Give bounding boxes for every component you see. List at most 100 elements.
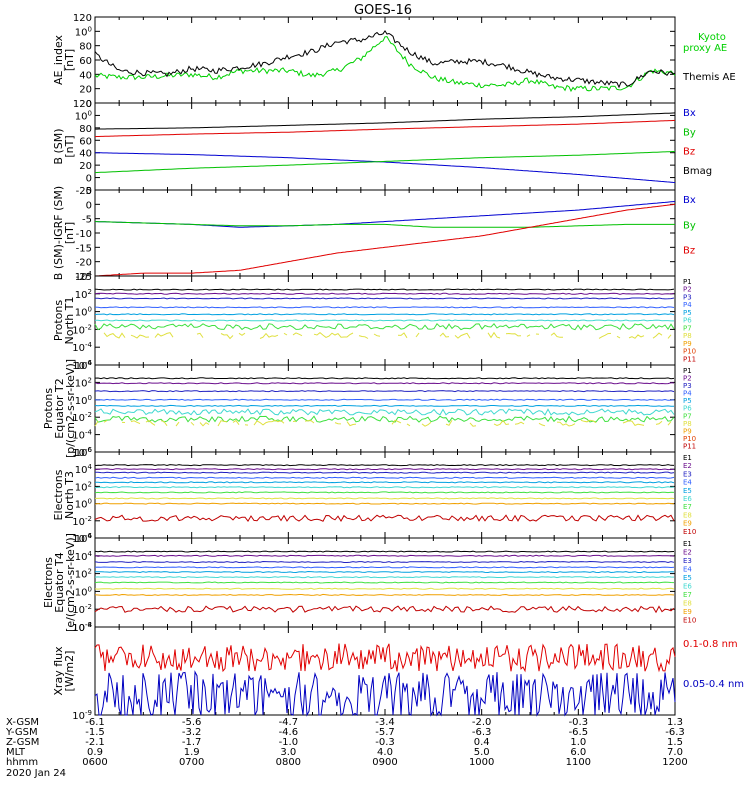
series-line: [94, 554, 675, 557]
legend-entry: P8: [683, 420, 692, 428]
y-axis-label: North T1: [63, 297, 76, 345]
series-line: [94, 119, 676, 138]
x-axis-value: -3.4: [375, 717, 395, 728]
y-tick-label: 100: [75, 306, 92, 319]
x-axis-value: -0.3: [375, 737, 395, 748]
legend-entry: proxy AE: [683, 43, 727, 54]
y-tick-label: 10-8: [72, 621, 92, 634]
series-line: [304, 420, 315, 424]
legend-entry: E10: [683, 528, 696, 536]
legend-entry: Kyoto: [698, 32, 726, 43]
series-line: [95, 497, 675, 500]
series-line: [580, 419, 597, 424]
legend-entry: E2: [683, 549, 692, 557]
series-line: [439, 332, 450, 338]
x-axis-value: 1000: [469, 757, 494, 768]
series-line: [94, 203, 676, 277]
series-line: [190, 421, 195, 426]
series-line: [160, 420, 168, 426]
x-axis-row-label: hhmm: [6, 757, 38, 768]
y-tick-label: 100: [75, 498, 92, 511]
x-axis-row-label: Z-GSM: [6, 737, 39, 748]
x-axis-value: -6.3: [472, 727, 492, 738]
legend-entry: E3: [683, 557, 692, 565]
series-line: [313, 331, 354, 338]
series-line: [103, 332, 126, 339]
series-line: [94, 420, 99, 427]
y-axis-label: Protons: [52, 300, 65, 341]
y-tick-label: 80: [79, 42, 92, 53]
series-line: [94, 377, 675, 380]
series-line: [94, 36, 676, 93]
series-line: [94, 415, 675, 423]
y-axis-label: B (SM)-IGRF (SM): [52, 186, 65, 280]
x-axis-value: 0600: [82, 757, 107, 768]
y-tick-label: 120: [73, 99, 92, 110]
legend-entry: P7: [683, 324, 692, 332]
legend-entry: Bx: [683, 108, 696, 119]
legend-entry: P3: [683, 293, 692, 301]
series-line: [94, 476, 675, 479]
y-tick-label: -15: [76, 243, 92, 254]
legend-entry: P9: [683, 340, 692, 348]
series-line: [94, 643, 676, 673]
x-axis-value: 0.4: [474, 737, 490, 748]
legend-entry: E4: [683, 566, 692, 574]
y-axis-label: Electrons: [52, 469, 65, 520]
series-line: [199, 422, 210, 427]
series-line: [94, 323, 675, 331]
x-axis-row-label: Y-GSM: [5, 727, 38, 738]
legend-entry: Bz: [683, 147, 695, 158]
series-line: [220, 333, 234, 340]
y-tick-label: 0: [86, 99, 92, 110]
series-line: [94, 313, 675, 316]
legend-entry: E1: [683, 454, 692, 462]
y-tick-label: 104: [75, 550, 93, 563]
y-axis-label: Xray flux: [52, 646, 65, 696]
series-line: [103, 419, 108, 423]
series-line: [556, 421, 576, 427]
legend-entry: P10: [683, 348, 696, 356]
y-tick-label: 20: [79, 161, 92, 172]
legend-entry: E8: [683, 600, 692, 608]
series-line: [94, 221, 675, 228]
y-tick-label: -20: [76, 186, 92, 197]
series-line: [232, 419, 240, 425]
y-tick-label: 0: [86, 174, 92, 185]
y-tick-label: 120: [73, 13, 92, 24]
x-axis-value: 0700: [179, 757, 204, 768]
series-line: [94, 288, 675, 291]
x-axis-value: -1.5: [85, 727, 105, 738]
series-line: [94, 390, 675, 393]
legend-entry: E5: [683, 487, 692, 495]
legend-entry: E8: [683, 511, 692, 519]
legend-entry: P9: [683, 427, 692, 435]
series-line: [616, 335, 621, 339]
legend-entry: P10: [683, 435, 696, 443]
series-line: [391, 419, 402, 425]
x-axis-value: 1.0: [570, 737, 586, 748]
series-line: [253, 419, 285, 426]
y-axis-label: Protons: [42, 388, 55, 429]
series-line: [454, 332, 471, 339]
series-line: [94, 576, 675, 579]
series-line: [238, 332, 246, 336]
y-tick-label: 106: [75, 532, 93, 545]
series-line: [622, 420, 645, 427]
y-tick-label: 104: [75, 359, 93, 372]
series-line: [94, 152, 676, 183]
x-axis-value: -1.0: [279, 737, 299, 748]
y-tick-label: -20: [76, 258, 92, 269]
legend-entry: E7: [683, 503, 692, 511]
series-line: [94, 581, 675, 584]
series-line: [487, 331, 501, 339]
series-line: [94, 382, 675, 385]
y-axis-label: North T3: [63, 471, 76, 519]
legend-entry: 0.1-0.8 nm: [683, 639, 738, 650]
legend-entry: P5: [683, 309, 692, 317]
series-line: [538, 422, 546, 427]
series-line: [94, 550, 675, 553]
